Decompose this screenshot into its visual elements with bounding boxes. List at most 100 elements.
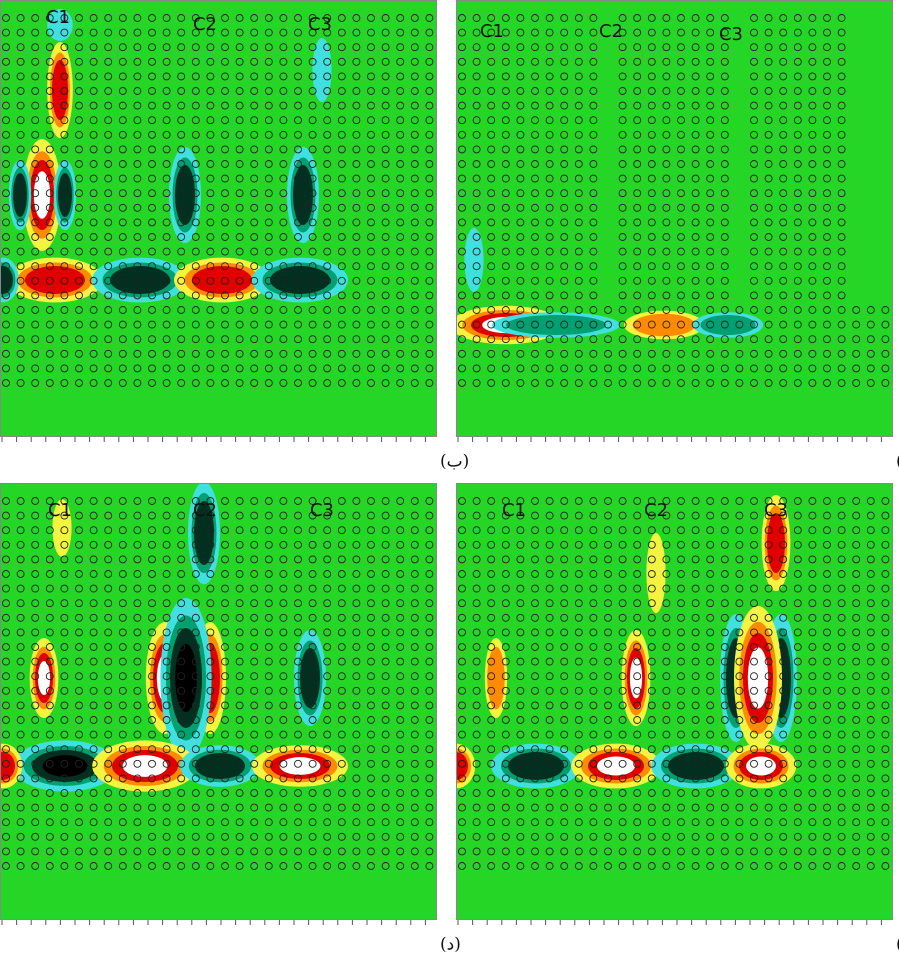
rod — [633, 87, 642, 95]
rod — [75, 14, 83, 22]
rod — [531, 101, 539, 110]
rod — [191, 276, 200, 285]
rod — [866, 379, 875, 387]
rod — [31, 291, 40, 300]
rod — [206, 28, 215, 37]
rod — [264, 716, 273, 724]
rod — [264, 276, 273, 285]
rod — [294, 584, 302, 593]
rod — [162, 818, 171, 827]
rod — [764, 672, 773, 681]
rod — [396, 599, 405, 608]
rod — [852, 628, 861, 637]
rod — [501, 130, 510, 139]
rod — [425, 72, 434, 81]
rod — [560, 203, 569, 212]
rod — [45, 87, 54, 95]
rod — [323, 291, 332, 300]
rod — [706, 364, 715, 373]
rod — [410, 570, 419, 578]
rod — [472, 716, 481, 724]
rod — [191, 203, 200, 212]
rod — [779, 847, 788, 856]
rod — [191, 672, 200, 681]
rod — [750, 14, 758, 22]
rod — [516, 43, 525, 52]
rod — [472, 759, 481, 768]
rod — [337, 832, 346, 841]
rod — [75, 555, 83, 564]
rod — [162, 247, 171, 256]
rod — [633, 701, 642, 710]
rod — [574, 72, 583, 81]
rod — [487, 28, 496, 37]
rod — [720, 584, 729, 593]
rod — [133, 116, 142, 125]
rod — [104, 497, 113, 505]
field-lobe — [646, 533, 666, 613]
rod — [779, 526, 788, 535]
rod — [589, 832, 598, 841]
rod — [75, 789, 83, 797]
rod — [396, 818, 405, 827]
rod — [308, 745, 317, 754]
rod — [118, 72, 127, 81]
rod — [691, 628, 700, 637]
rod — [16, 818, 25, 827]
rod — [45, 862, 54, 870]
rod — [410, 584, 419, 593]
rod — [735, 643, 744, 651]
rod — [104, 233, 113, 241]
rod — [501, 862, 510, 870]
field-lobe — [293, 165, 313, 225]
rod — [633, 716, 642, 724]
rod — [720, 803, 729, 812]
rod — [162, 774, 171, 783]
rod — [574, 847, 583, 856]
rod — [133, 774, 142, 783]
rod — [16, 189, 25, 198]
rod — [604, 730, 612, 739]
rod — [808, 203, 817, 212]
field-lobe — [632, 313, 696, 337]
field-lobe — [58, 173, 72, 217]
rod — [235, 291, 244, 300]
rod — [352, 130, 361, 139]
rod — [148, 818, 156, 827]
rod — [516, 847, 525, 856]
rod — [250, 832, 259, 841]
rod — [337, 511, 346, 520]
rod — [221, 511, 229, 520]
rod — [574, 28, 583, 37]
rod — [501, 262, 510, 271]
rod — [735, 379, 744, 387]
rod — [691, 262, 700, 271]
rod — [337, 320, 346, 329]
rod — [221, 716, 229, 724]
rod — [162, 847, 171, 856]
rod — [294, 832, 302, 841]
rod — [531, 745, 539, 754]
rod — [677, 832, 685, 841]
rod — [206, 247, 215, 256]
field-lobe — [270, 266, 330, 294]
rod — [279, 130, 288, 139]
rod — [750, 716, 758, 724]
rod — [808, 379, 817, 387]
rod — [177, 218, 186, 227]
rod — [472, 818, 481, 827]
rod — [323, 745, 332, 754]
rod — [381, 862, 390, 870]
rod — [264, 511, 273, 520]
rod — [133, 28, 142, 37]
rod — [337, 262, 346, 271]
rod — [516, 203, 525, 212]
rod — [221, 832, 229, 841]
rod — [323, 28, 332, 37]
rod — [706, 349, 715, 358]
rod — [308, 262, 317, 271]
rod — [691, 14, 700, 22]
rod — [250, 14, 259, 22]
rod — [367, 657, 375, 666]
rod — [808, 540, 817, 549]
